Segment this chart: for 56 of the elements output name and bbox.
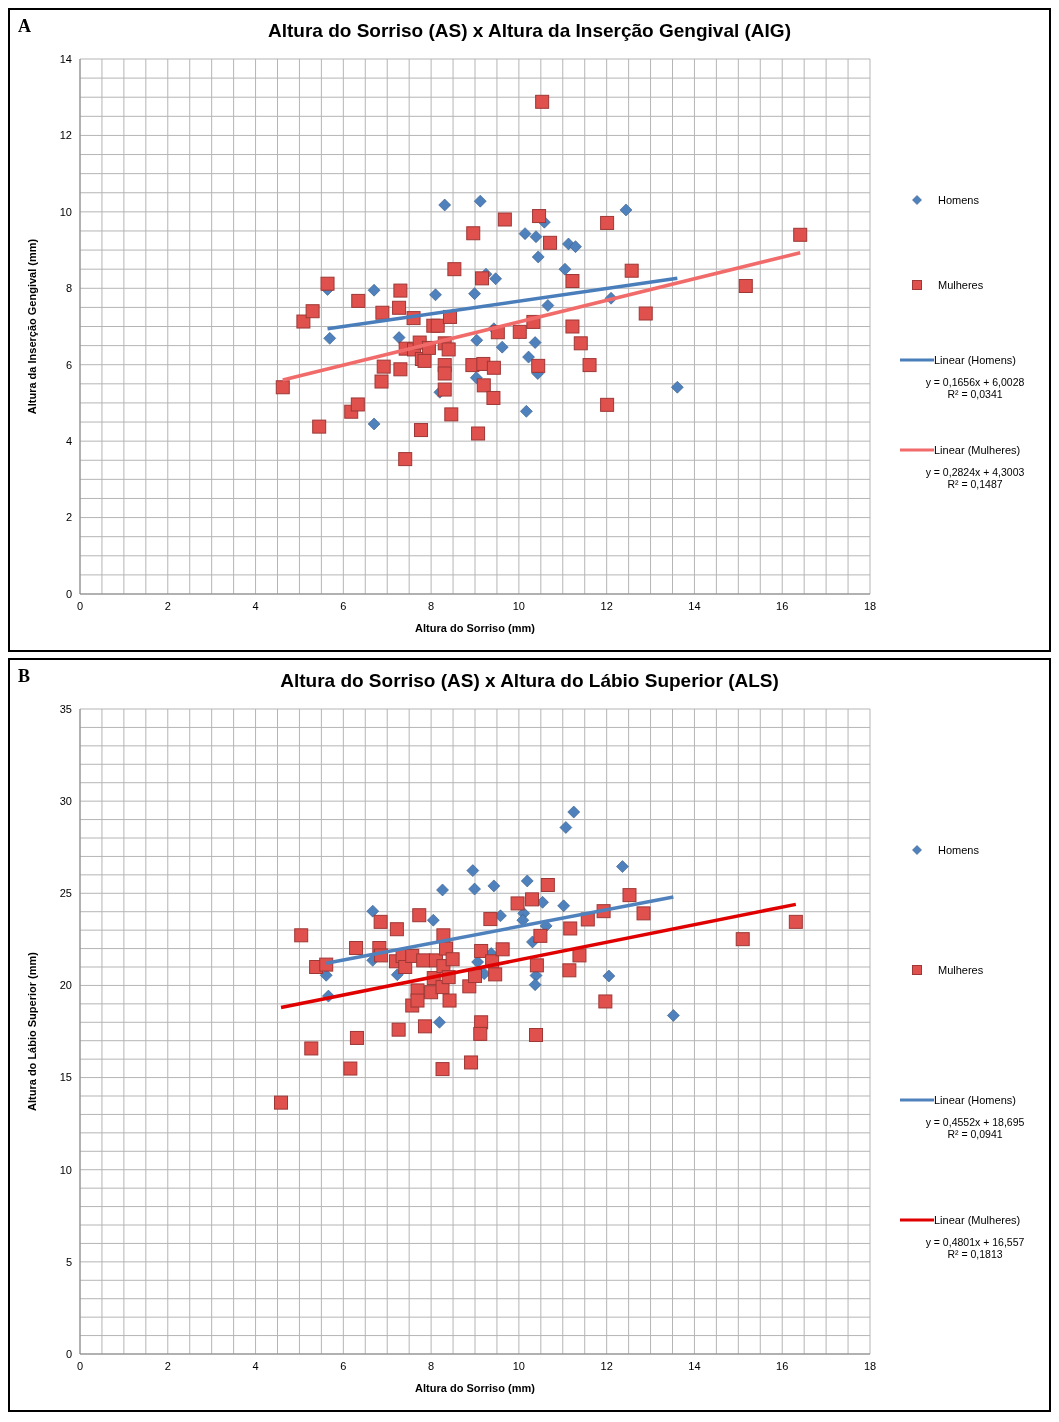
x-tick-label: 6 [340, 1359, 347, 1372]
y-tick-label: 8 [65, 282, 72, 295]
x-tick-label: 8 [428, 599, 435, 612]
x-tick-label: 12 [600, 1359, 613, 1372]
y-tick-label: 10 [59, 1163, 72, 1176]
legend-label: Mulheres [938, 964, 984, 976]
y-tick-label: 30 [59, 795, 72, 808]
x-tick-label: 0 [76, 599, 84, 612]
x-tick-label: 2 [164, 599, 171, 612]
x-tick-label: 10 [512, 599, 526, 612]
text: y = 0,1656x + 6,0028 R² = 0,0341 [924, 376, 1026, 400]
x-tick-label: 18 [863, 1359, 877, 1372]
legend-label: Mulheres [938, 279, 984, 291]
y-tick-label: 35 [59, 702, 72, 715]
y-tick-label: 2 [65, 511, 72, 524]
x-tick-label: 2 [164, 1359, 171, 1372]
x-tick-label: 0 [76, 1359, 84, 1372]
y-axis-title: Altura da Inserção Gengival (mm) [25, 238, 38, 415]
y-tick-label: 10 [59, 205, 72, 218]
y-tick-label: 14 [59, 52, 72, 65]
text: y = 0,2824x + 4,3003 R² = 0,1487 [924, 466, 1026, 490]
text: B [18, 666, 31, 687]
legend-label: Linear (Homens) [934, 354, 1016, 366]
x-tick-label: 16 [776, 599, 789, 612]
legend-label: Linear (Mulheres) [934, 1214, 1021, 1226]
chart-title: Altura do Sorriso (AS) x Altura do Lábio Superior (ALS) [280, 670, 779, 691]
text: y = 0,4552x + 18,695 R² = 0,0941 [924, 1116, 1026, 1140]
x-tick-label: 16 [776, 1359, 789, 1372]
text: y = 0,4801x + 16,557 R² = 0,1813 [924, 1236, 1026, 1260]
legend-label: Homens [938, 844, 979, 856]
y-tick-label: 0 [65, 587, 72, 600]
y-tick-label: 6 [65, 358, 72, 371]
x-tick-label: 8 [428, 1359, 435, 1372]
legend-label: Linear (Mulheres) [934, 444, 1021, 456]
x-tick-label: 6 [340, 599, 347, 612]
y-tick-label: 20 [59, 979, 72, 992]
y-tick-label: 0 [65, 1347, 72, 1360]
x-tick-label: 12 [600, 599, 613, 612]
x-axis-title: Altura do Sorriso (mm) [415, 1382, 536, 1394]
x-axis-title: Altura do Sorriso (mm) [415, 622, 536, 634]
x-tick-label: 14 [688, 1359, 701, 1372]
y-tick-label: 5 [65, 1255, 72, 1268]
x-tick-label: 10 [512, 1359, 526, 1372]
x-tick-label: 4 [252, 599, 259, 612]
y-tick-label: 12 [59, 129, 72, 142]
y-axis-title: Altura do Lábio Superior (mm) [25, 951, 38, 1111]
text: A [18, 16, 31, 37]
chart-title: Altura do Sorriso (AS) x Altura da Inserção Gengival (AIG) [268, 20, 791, 41]
x-tick-label: 14 [688, 599, 701, 612]
y-tick-label: 15 [59, 1071, 72, 1084]
y-tick-label: 4 [65, 435, 72, 448]
x-tick-label: 4 [252, 1359, 259, 1372]
legend-label: Homens [938, 194, 979, 206]
y-tick-label: 25 [59, 887, 72, 900]
legend-label: Linear (Homens) [934, 1094, 1016, 1106]
x-tick-label: 18 [863, 599, 877, 612]
